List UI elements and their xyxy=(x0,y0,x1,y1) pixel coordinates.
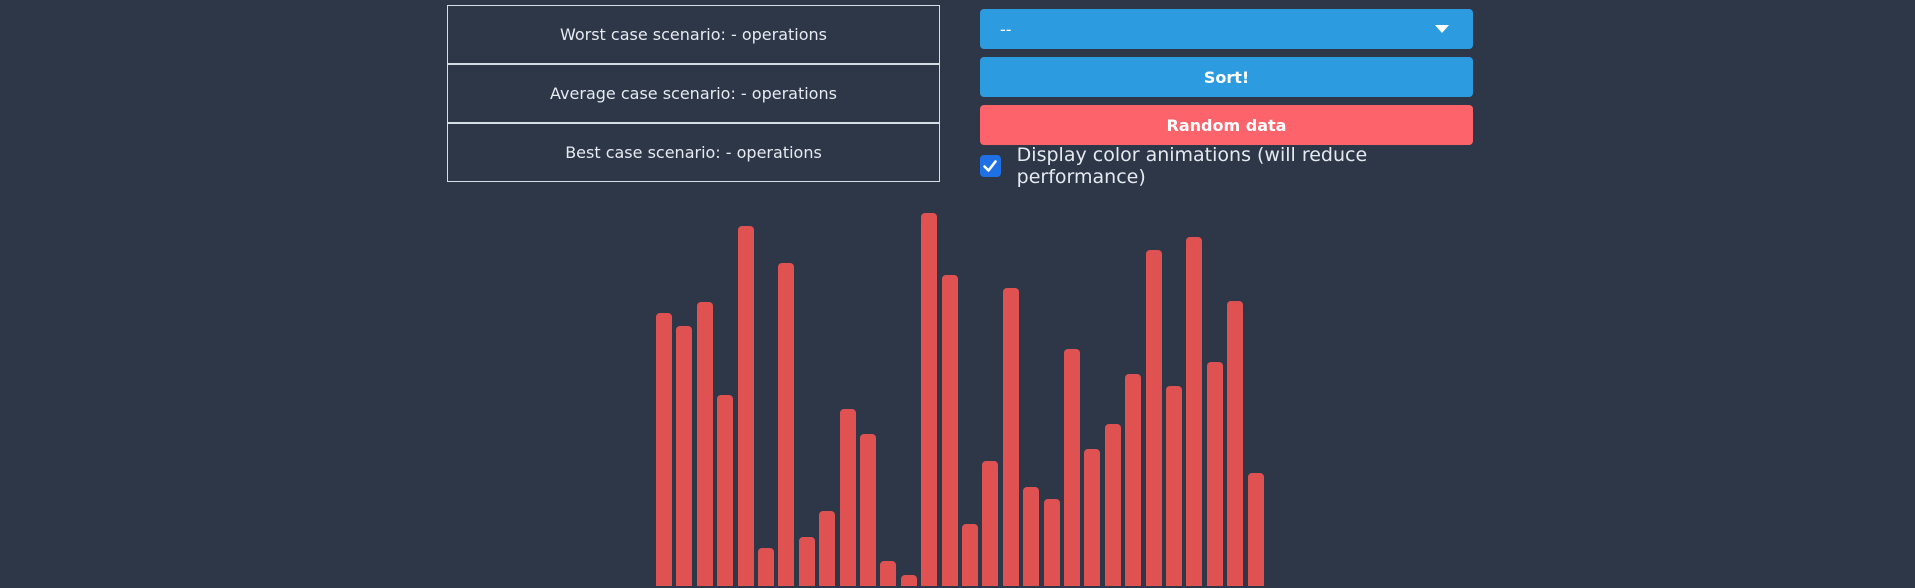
sort-bar xyxy=(717,395,734,586)
sort-bar xyxy=(1206,362,1223,586)
sort-bar xyxy=(1023,487,1040,586)
sort-bar xyxy=(982,461,999,586)
sort-bar xyxy=(819,511,836,586)
sort-bar xyxy=(758,548,774,586)
controls-panel: -- Sort! Random data Display color anima… xyxy=(980,9,1473,188)
sort-bar xyxy=(941,275,958,586)
sort-bar xyxy=(1002,288,1019,586)
sort-bar xyxy=(798,537,815,586)
checkmark-icon xyxy=(983,160,998,172)
average-case-stat: Average case scenario: - operations xyxy=(447,64,940,123)
color-animations-option: Display color animations (will reduce pe… xyxy=(980,144,1473,188)
sort-bar xyxy=(962,524,978,586)
sort-bar xyxy=(1227,301,1244,586)
sort-bar xyxy=(737,226,754,586)
sort-bar xyxy=(1064,349,1080,586)
sort-bar xyxy=(676,326,693,586)
chevron-down-icon xyxy=(1435,25,1449,33)
sort-button[interactable]: Sort! xyxy=(980,57,1473,97)
algorithm-select[interactable]: -- xyxy=(980,9,1473,49)
bars-chart xyxy=(656,0,1266,588)
sort-bar xyxy=(656,313,672,586)
sort-bar xyxy=(1125,374,1142,586)
worst-case-stat: Worst case scenario: - operations xyxy=(447,5,940,64)
sort-bar xyxy=(839,409,856,586)
color-animations-label: Display color animations (will reduce pe… xyxy=(1016,144,1368,188)
sort-bar xyxy=(1084,449,1101,586)
sort-bar xyxy=(696,302,713,586)
sort-bar xyxy=(900,575,917,586)
sort-bar xyxy=(1104,424,1121,586)
sort-bar xyxy=(1247,473,1264,586)
operations-stats-panel: Worst case scenario: - operations Averag… xyxy=(447,5,940,182)
algorithm-select-value: -- xyxy=(1000,19,1012,39)
sort-bar xyxy=(921,213,938,586)
sort-bar xyxy=(1186,237,1203,586)
sort-bar xyxy=(778,263,795,586)
best-case-stat: Best case scenario: - operations xyxy=(447,123,940,182)
sort-bar xyxy=(1166,386,1182,586)
sort-bar xyxy=(880,561,897,586)
color-animations-checkbox[interactable] xyxy=(980,155,1001,177)
sort-bar xyxy=(1145,250,1162,586)
sort-bar xyxy=(1043,499,1060,586)
sort-bar xyxy=(860,434,876,586)
random-data-button[interactable]: Random data xyxy=(980,105,1473,145)
